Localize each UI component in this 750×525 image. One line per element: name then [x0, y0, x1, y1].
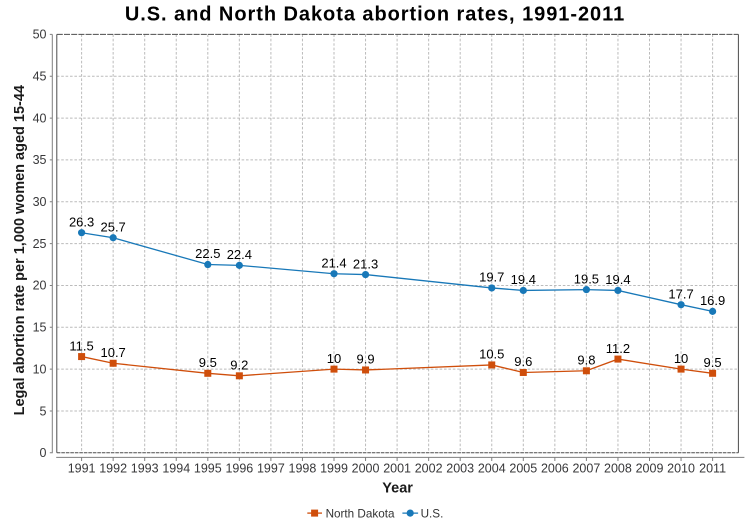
svg-text:U.S. and North Dakota abortion: U.S. and North Dakota abortion rates, 19… — [125, 3, 625, 25]
svg-text:10: 10 — [33, 362, 47, 376]
svg-text:21.3: 21.3 — [353, 256, 378, 271]
svg-text:1997: 1997 — [257, 462, 285, 476]
svg-text:19.5: 19.5 — [574, 271, 599, 286]
svg-text:19.4: 19.4 — [511, 272, 536, 287]
svg-text:10.7: 10.7 — [100, 345, 125, 360]
svg-text:16.9: 16.9 — [700, 293, 725, 308]
svg-text:10.5: 10.5 — [479, 347, 504, 362]
svg-text:2009: 2009 — [636, 462, 664, 476]
svg-text:22.5: 22.5 — [195, 246, 220, 261]
svg-text:1999: 1999 — [320, 462, 348, 476]
svg-text:1995: 1995 — [194, 462, 222, 476]
svg-text:2011: 2011 — [699, 462, 726, 476]
svg-text:2006: 2006 — [541, 462, 569, 476]
svg-text:20: 20 — [33, 279, 47, 293]
svg-text:45: 45 — [33, 70, 47, 84]
svg-text:9.2: 9.2 — [230, 358, 248, 373]
svg-text:30: 30 — [33, 195, 47, 209]
svg-text:10: 10 — [674, 351, 688, 366]
svg-text:Legal abortion rate per 1,000: Legal abortion rate per 1,000 women aged… — [12, 85, 28, 415]
svg-text:1992: 1992 — [99, 462, 127, 476]
svg-text:North Dakota: North Dakota — [326, 508, 395, 521]
svg-text:0: 0 — [40, 446, 47, 460]
svg-text:50: 50 — [33, 28, 47, 42]
svg-text:19.4: 19.4 — [605, 272, 630, 287]
svg-text:2002: 2002 — [415, 462, 443, 476]
svg-text:U.S.: U.S. — [421, 508, 444, 521]
svg-text:1991: 1991 — [68, 462, 96, 476]
svg-text:2004: 2004 — [478, 462, 506, 476]
svg-text:17.7: 17.7 — [668, 286, 693, 301]
svg-text:2000: 2000 — [352, 462, 380, 476]
svg-text:22.4: 22.4 — [227, 247, 252, 262]
svg-text:5: 5 — [40, 404, 47, 418]
svg-text:10: 10 — [327, 351, 341, 366]
svg-text:1996: 1996 — [225, 462, 253, 476]
svg-text:9.9: 9.9 — [357, 352, 375, 367]
svg-text:11.2: 11.2 — [606, 341, 630, 356]
svg-text:2005: 2005 — [509, 462, 537, 476]
svg-text:21.4: 21.4 — [321, 255, 346, 270]
svg-text:9.6: 9.6 — [514, 354, 532, 369]
svg-text:25: 25 — [33, 237, 47, 251]
svg-text:2008: 2008 — [604, 462, 632, 476]
svg-text:2001: 2001 — [383, 462, 411, 476]
svg-text:9.8: 9.8 — [577, 352, 595, 367]
svg-text:9.5: 9.5 — [199, 355, 217, 370]
svg-text:19.7: 19.7 — [479, 270, 504, 285]
svg-text:25.7: 25.7 — [100, 219, 125, 234]
svg-text:2003: 2003 — [446, 462, 474, 476]
svg-text:11.5: 11.5 — [69, 338, 93, 353]
svg-text:1998: 1998 — [289, 462, 317, 476]
svg-text:15: 15 — [33, 321, 47, 335]
svg-text:1994: 1994 — [162, 462, 190, 476]
svg-text:2007: 2007 — [572, 462, 600, 476]
svg-text:2010: 2010 — [667, 462, 695, 476]
svg-text:9.5: 9.5 — [704, 355, 722, 370]
svg-text:35: 35 — [33, 153, 47, 167]
svg-text:40: 40 — [33, 111, 47, 125]
svg-text:1993: 1993 — [131, 462, 159, 476]
svg-text:26.3: 26.3 — [69, 214, 94, 229]
svg-text:Year: Year — [382, 480, 413, 496]
